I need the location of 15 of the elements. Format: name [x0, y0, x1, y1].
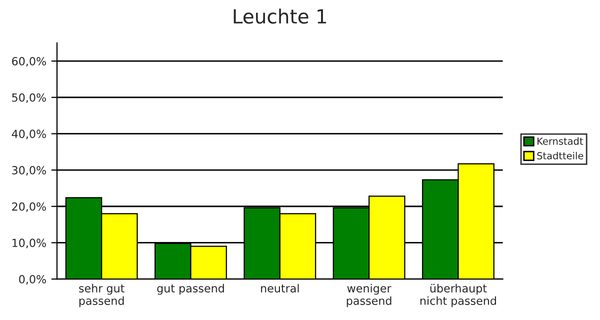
y-tick-label: 60,0% — [12, 57, 46, 67]
y-tick-label: 10,0% — [12, 238, 46, 248]
x-tick-label: neutral — [261, 284, 299, 292]
x-tick-label: gut passend — [157, 284, 224, 295]
x-tick-label: sehr gut passend — [79, 284, 124, 308]
y-tick-label: 20,0% — [12, 202, 46, 212]
y-tick-label: 0,0% — [19, 275, 46, 285]
legend-label: Kernstadt — [538, 137, 584, 145]
y-tick-label: 40,0% — [12, 130, 46, 140]
x-tick-label: weniger passend — [346, 284, 392, 308]
legend-label: Stadtteile — [537, 152, 584, 160]
chart-title: Leuchte 1 — [234, 8, 326, 24]
x-tick-label: überhaupt nicht passend — [420, 284, 496, 308]
y-tick-label: 50,0% — [12, 93, 46, 103]
y-tick-label: 30,0% — [12, 166, 46, 176]
